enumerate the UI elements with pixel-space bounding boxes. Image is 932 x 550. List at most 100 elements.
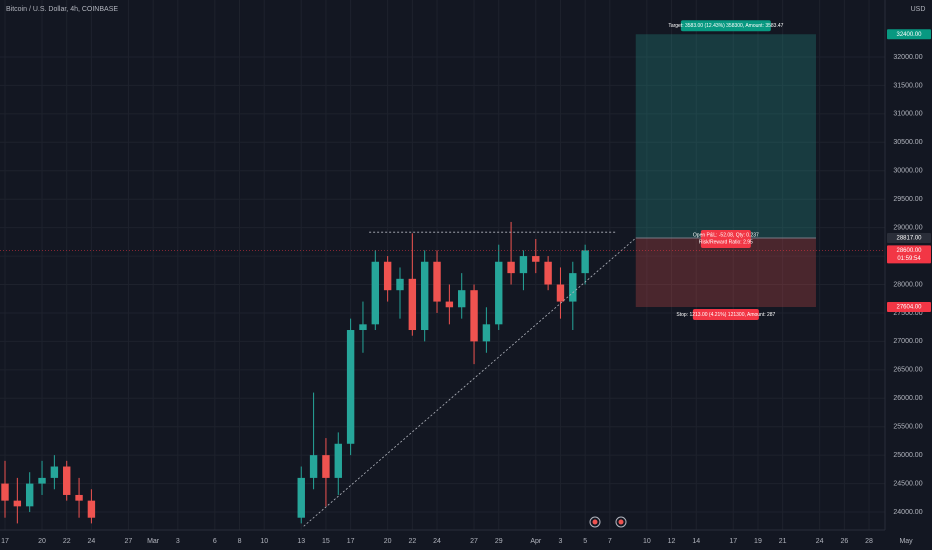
x-tick-label: 3 xyxy=(559,538,563,545)
x-tick-label: 5 xyxy=(583,538,587,545)
x-tick-label: 21 xyxy=(779,538,787,545)
candle-body xyxy=(556,284,565,302)
countdown-label: 01:59:54 xyxy=(897,256,921,262)
x-tick-label: Apr xyxy=(530,538,542,545)
x-tick-label: 3 xyxy=(176,538,180,545)
y-tick-label: 29000.00 xyxy=(893,224,922,231)
candle-body xyxy=(544,261,552,285)
price-tag-label: 32400.00 xyxy=(896,32,922,38)
candle-body xyxy=(63,466,71,495)
candle-body xyxy=(87,500,96,518)
x-tick-label: 20 xyxy=(38,538,46,545)
y-tick-label: 26500.00 xyxy=(893,367,922,374)
grid xyxy=(0,0,885,530)
x-tick-label: 17 xyxy=(347,538,355,545)
y-tick-label: 25000.00 xyxy=(893,452,922,459)
candle-body xyxy=(297,477,305,518)
candle-body xyxy=(445,301,454,308)
x-tick-label: 28 xyxy=(865,538,873,545)
candle-body xyxy=(569,273,577,302)
candle-body xyxy=(581,250,589,274)
y-tick-label: 28000.00 xyxy=(893,281,922,288)
x-tick-label: 22 xyxy=(408,538,416,545)
candle-body xyxy=(433,261,441,302)
profit-zone xyxy=(635,34,816,239)
candle-body xyxy=(371,261,380,325)
ratio-label: Risk/Reward Ratio: 2.95 xyxy=(699,239,753,245)
x-tick-label: 24 xyxy=(433,538,441,545)
x-tick-label: Mar xyxy=(147,538,160,545)
target-label-box xyxy=(680,20,771,32)
entry-label: Open P&L: -52.08, Qty: 0.237 xyxy=(693,232,759,238)
price-tag xyxy=(887,302,931,313)
y-tick-label: 24500.00 xyxy=(893,480,922,487)
x-tick-label: 7 xyxy=(608,538,612,545)
price-tag xyxy=(887,233,931,244)
candle-body xyxy=(495,261,503,325)
x-tick-label: 12 xyxy=(668,538,676,545)
y-tick-label: 30500.00 xyxy=(893,139,922,146)
y-tick-label: 25500.00 xyxy=(893,424,922,431)
x-tick-label: 27 xyxy=(125,538,133,545)
x-tick-label: 17 xyxy=(1,538,9,545)
x-tick-label: 19 xyxy=(754,538,762,545)
x-tick-label: 10 xyxy=(643,538,651,545)
candle-body xyxy=(50,466,59,478)
candle-body xyxy=(309,455,318,478)
axes: 24000.00 24500.00 25000.00 25500.00 26000.00… xyxy=(1,29,931,545)
x-tick-label: 24 xyxy=(88,538,96,545)
candle-body xyxy=(38,477,46,484)
x-tick-label: 29 xyxy=(495,538,503,545)
event-icon[interactable] xyxy=(615,516,627,528)
price-axis xyxy=(885,0,932,550)
y-tick-label: 29500.00 xyxy=(893,196,922,203)
x-tick-label: 10 xyxy=(260,538,268,545)
candle-body xyxy=(458,290,466,308)
event-icon[interactable] xyxy=(589,516,601,528)
price-tag-label: 28817.00 xyxy=(896,236,922,242)
candle-body xyxy=(359,324,367,331)
event-icon-dot xyxy=(592,519,598,525)
stop-label: Stop: 1213.00 (4.21%) 121300, Amount: 28… xyxy=(676,312,775,318)
y-tick-label: 31000.00 xyxy=(893,111,922,118)
trend-line xyxy=(303,237,637,527)
stop-label-box xyxy=(692,309,759,321)
loss-zone xyxy=(635,238,816,308)
candle-body xyxy=(25,483,34,507)
price-tag-label: 27604.00 xyxy=(896,305,922,311)
plot-area: Target: 3583.00 (12.43%) 358300, Amount:… xyxy=(0,20,885,527)
event-icon-dot xyxy=(618,519,624,525)
x-tick-label: 24 xyxy=(816,538,824,545)
x-tick-label: 22 xyxy=(63,538,71,545)
x-tick-label: 6 xyxy=(213,538,217,545)
x-tick-label: 20 xyxy=(384,538,392,545)
last-price-label: 28600.00 xyxy=(896,248,922,254)
y-tick-label: 26000.00 xyxy=(893,395,922,402)
candle-body xyxy=(507,261,515,274)
x-tick-label: 13 xyxy=(297,538,305,545)
candle-body xyxy=(408,278,417,331)
candle-body xyxy=(420,261,429,331)
y-tick-label: 30000.00 xyxy=(893,168,922,175)
price-tag xyxy=(887,29,931,40)
x-tick-label: 27 xyxy=(470,538,478,545)
last-price-tag xyxy=(887,245,931,264)
x-tick-label: 15 xyxy=(322,538,330,545)
y-tick-label: 32000.00 xyxy=(893,54,922,61)
candle-body xyxy=(383,261,392,291)
currency[interactable]: USD xyxy=(911,6,926,13)
candle-body xyxy=(13,500,22,507)
x-tick-label: 26 xyxy=(840,538,848,545)
candle-body xyxy=(519,256,528,274)
time-axis xyxy=(0,530,932,550)
y-tick-label: 27500.00 xyxy=(893,310,922,317)
candle-body xyxy=(1,483,9,501)
x-tick-label: 17 xyxy=(729,538,737,545)
x-tick-label: May xyxy=(899,538,913,545)
candle-body xyxy=(532,256,540,262)
x-tick-label: 8 xyxy=(238,538,242,545)
entry-label-box xyxy=(700,230,751,249)
target-label: Target: 3583.00 (12.43%) 358300, Amount:… xyxy=(668,23,783,29)
